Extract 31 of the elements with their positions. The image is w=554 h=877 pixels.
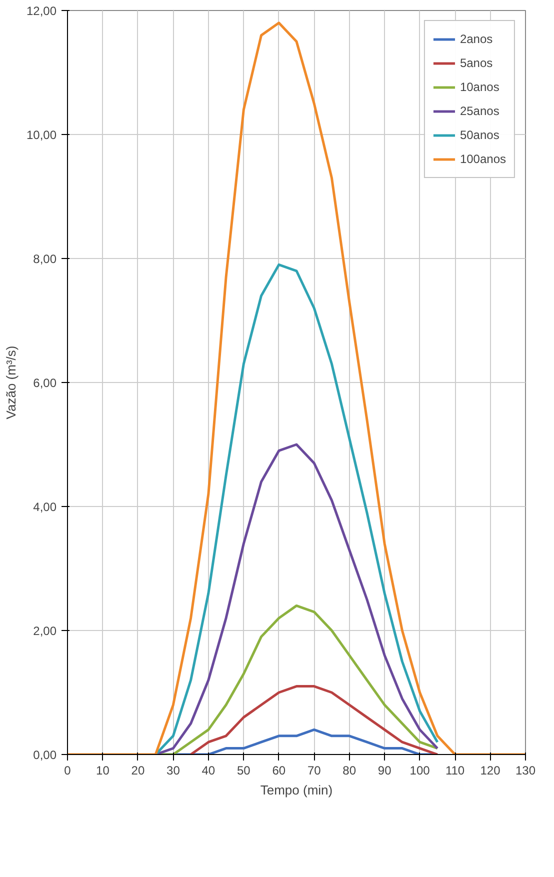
- x-tick-label: 0: [64, 764, 72, 778]
- x-tick-label: 120: [480, 764, 501, 778]
- legend-label: 100anos: [460, 152, 506, 166]
- y-tick-label: 4,00: [33, 500, 57, 514]
- line-series: [154, 263, 439, 754]
- legend-label: 50anos: [460, 128, 500, 142]
- x-tick-label: 10: [96, 764, 110, 778]
- x-tick-label: 60: [272, 764, 286, 778]
- x-tick-label: 30: [166, 764, 180, 778]
- y-axis-title: Vazão (m³/s): [3, 346, 18, 420]
- x-tick-label: 50: [236, 764, 251, 778]
- x-axis-title: Tempo (min): [260, 782, 333, 798]
- y-tick-label: 2,00: [33, 624, 57, 638]
- x-tick-label: 40: [202, 764, 216, 778]
- y-tick-label: 0,00: [33, 748, 57, 762]
- y-tick-label: 10,00: [26, 128, 57, 142]
- x-tick-label: 130: [515, 764, 536, 778]
- x-tick-label: 90: [378, 764, 392, 778]
- legend-label: 2anos: [460, 32, 493, 46]
- x-tick-label: 110: [445, 764, 465, 778]
- legend-label: 10anos: [460, 80, 500, 94]
- legend-label: 5anos: [460, 56, 493, 70]
- x-tick-label: 80: [342, 764, 356, 778]
- line-series: [190, 685, 439, 754]
- y-tick-label: 6,00: [33, 376, 57, 390]
- legend-label: 25anos: [460, 104, 500, 118]
- x-tick-label: 100: [410, 764, 430, 778]
- y-tick-label: 12,00: [26, 4, 57, 18]
- y-tick-label: 8,00: [33, 252, 57, 266]
- x-tick-label: 20: [131, 764, 145, 778]
- x-tick-label: 70: [307, 764, 322, 778]
